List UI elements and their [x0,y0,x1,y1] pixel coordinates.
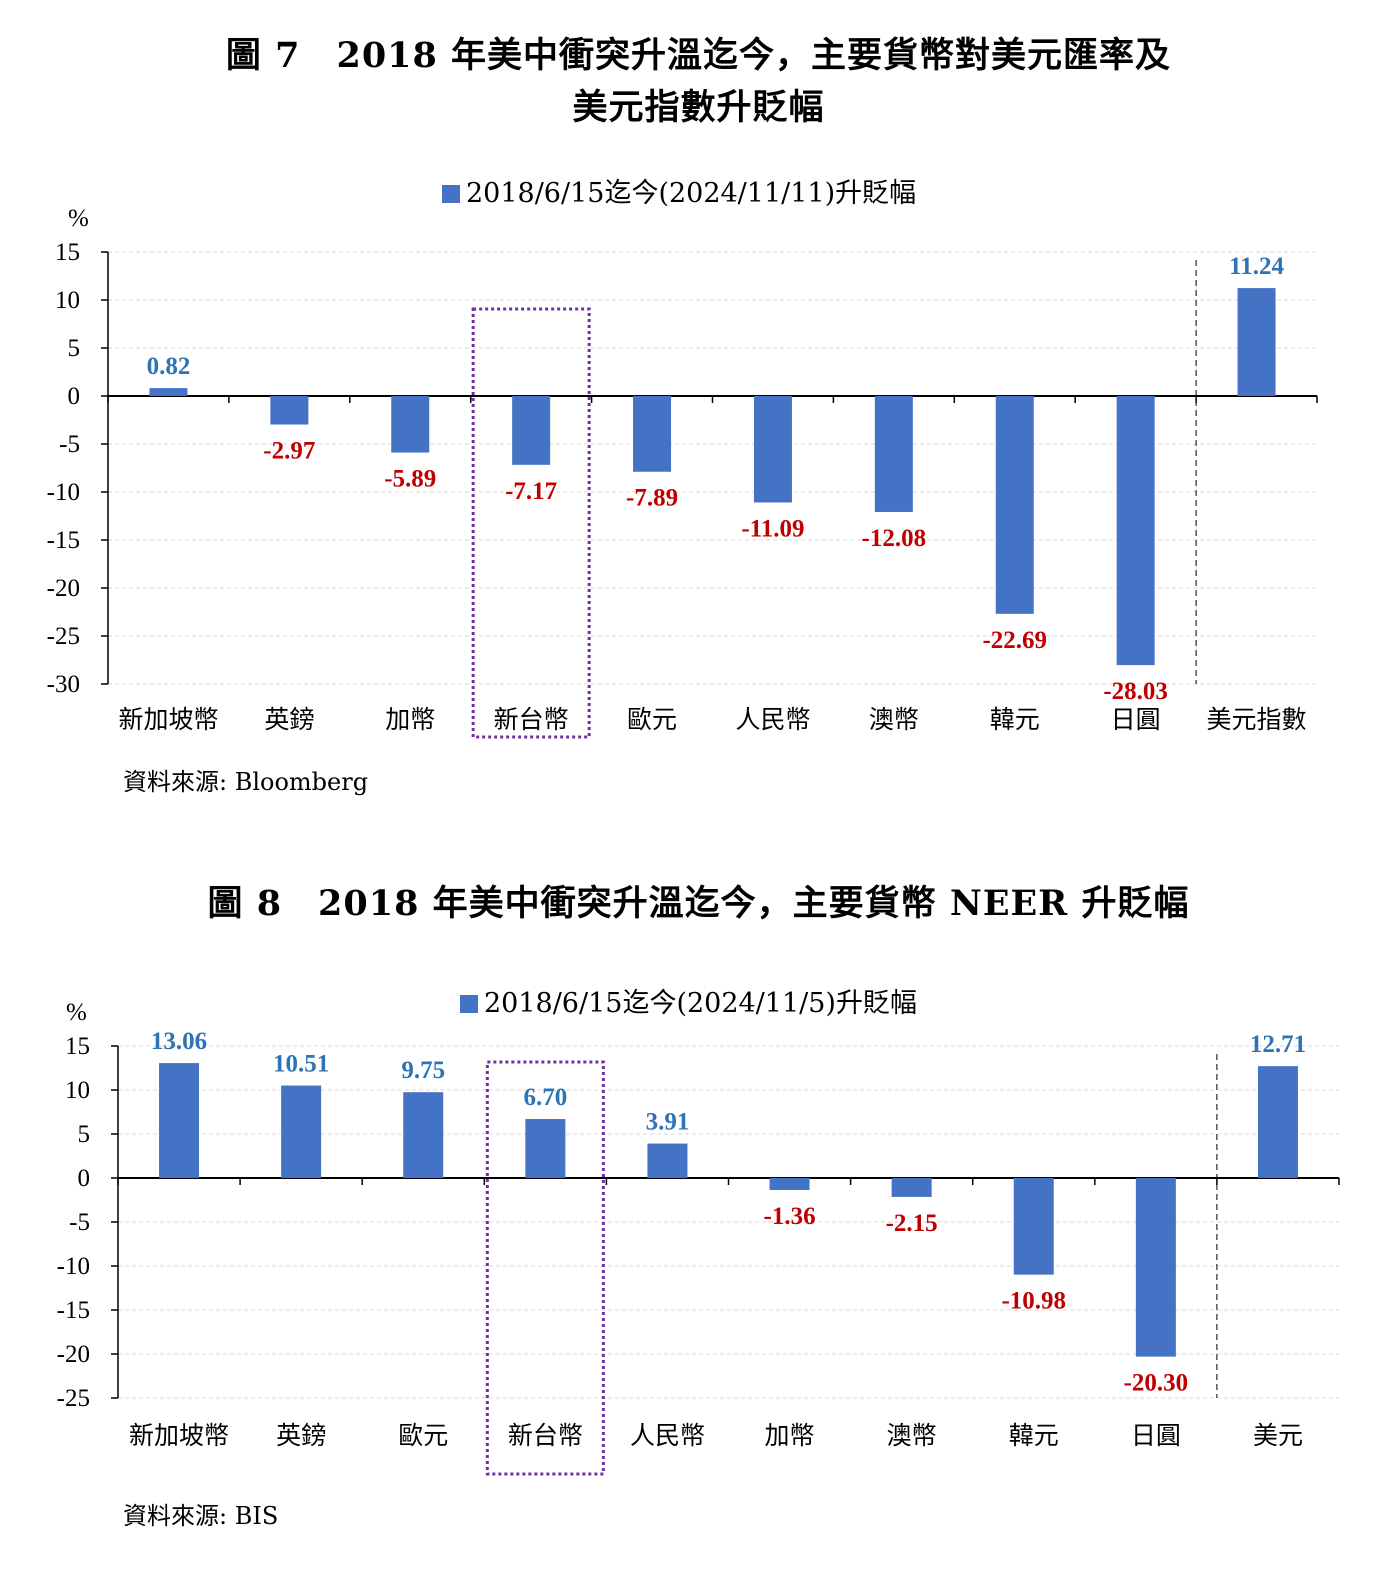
chart2-data-label: -10.98 [1001,1288,1066,1315]
chart2-category-label: 英鎊 [276,1421,326,1450]
chart2-y-tick-label: 15 [65,1033,90,1060]
figure-8-bar-chart: 2018/6/15迄今(2024/11/5)升貶幅% 15 10 5 0 -5 -10 -15… [57,988,1340,1476]
chart2-data-label: 10.51 [273,1051,329,1078]
figure-8-title: 圖 8 2018 年美中衝突升溫迄今，主要貨幣 NEER 升貶幅 [207,883,1190,924]
chart1-y-tick-label: 15 [55,239,80,266]
chart2-y-tick-label: -5 [69,1209,90,1236]
chart2-data-label: -20.30 [1124,1370,1189,1397]
chart1-y-unit-label: % [68,205,89,232]
chart2-category-label: 新加坡幣 [129,1421,229,1450]
chart1-y-tick-label: 10 [55,287,80,314]
chart2-bar [1135,1178,1176,1357]
chart1-y-tick-label: -25 [47,623,80,650]
figure-7-title-line-1: 圖 7 2018 年美中衝突升溫迄今，主要貨幣對美元匯率及 [225,35,1172,76]
chart1-bar [149,388,188,396]
chart2-bar [281,1085,322,1178]
figure-7-source-note: 資料來源: Bloomberg [123,768,369,796]
chart2-y-tick-label: -25 [57,1385,90,1412]
chart1-bar [1237,288,1276,396]
chart1-bar [270,396,309,425]
chart1-data-label: -7.89 [626,485,678,512]
chart1-bar [633,396,672,472]
chart2-data-label: 13.06 [151,1028,207,1055]
chart1-bar [995,396,1034,614]
chart1-category-label: 日圓 [1111,705,1161,734]
chart1-data-label: 0.82 [147,353,191,380]
chart2-category-label: 澳幣 [887,1421,937,1450]
chart1-bar [874,396,913,512]
chart1-data-label: -2.97 [263,438,315,465]
chart2-data-label: -1.36 [764,1203,816,1230]
chart1-data-label: -11.09 [741,515,804,542]
chart1-category-label: 新台幣 [494,705,569,734]
chart1-category-label: 歐元 [627,705,677,734]
chart1-bar [512,396,551,465]
chart2-y-tick-label: 0 [78,1165,91,1192]
chart1-data-label: -28.03 [1103,678,1168,705]
figure-8-source-note: 資料來源: BIS [123,1502,279,1530]
chart2-category-label: 加幣 [765,1421,815,1450]
chart1-y-tick-label: 5 [68,335,81,362]
chart1-legend-swatch [442,185,460,203]
chart1-highlight-box [471,307,591,739]
chart2-bar [891,1178,932,1197]
figure-7-bar-chart: 2018/6/15迄今(2024/11/11)升貶幅% 15 10 5 0 -5 -10 -1… [47,178,1318,739]
chart1-category-label: 英鎊 [264,705,314,734]
chart2-data-label: 9.75 [401,1057,445,1084]
chart1-category-label: 新加坡幣 [118,705,218,734]
chart2-bar [1013,1178,1054,1275]
chart2-y-tick-label: -10 [57,1253,90,1280]
chart1-data-label: -7.17 [505,478,557,505]
chart1-data-label: -5.89 [384,466,436,493]
chart2-category-label: 美元 [1253,1421,1303,1450]
chart2-data-label: 12.71 [1250,1031,1306,1058]
chart2-y-tick-label: 5 [78,1121,91,1148]
chart1-category-label: 韓元 [990,705,1040,734]
figure-7-title-line-2: 美元指數升貶幅 [572,87,825,128]
chart1-category-label: 美元指數 [1207,705,1307,734]
chart2-category-label: 人民幣 [630,1421,705,1450]
chart2-legend: 2018/6/15迄今(2024/11/5)升貶幅 [460,988,917,1019]
chart2-bar [159,1063,200,1178]
chart2-data-label: -2.15 [886,1210,938,1237]
chart2-legend-swatch [460,995,478,1013]
chart1-y-tick-label: 0 [68,383,81,410]
chart2-category-label: 新台幣 [508,1421,583,1450]
chart2-bar [1257,1066,1298,1178]
chart1-y-tick-label: -10 [47,479,80,506]
chart2-data-label: 6.70 [523,1084,567,1111]
chart2-category-label: 日圓 [1131,1421,1181,1450]
chart1-bar [391,396,430,453]
chart2-category-label: 韓元 [1009,1421,1059,1450]
chart1-y-tick-label: -30 [47,671,80,698]
chart1-category-label: 加幣 [385,705,435,734]
chart1-bar [1116,396,1155,666]
chart1-category-label: 澳幣 [869,705,919,734]
figure-7-title: 圖 7 2018 年美中衝突升溫迄今，主要貨幣對美元匯率及 美元指數升貶幅 [0,30,1397,134]
chart2-bar [525,1119,566,1178]
chart2-bar [647,1143,688,1178]
chart1-legend-label: 2018/6/15迄今(2024/11/11)升貶幅 [466,178,916,209]
chart2-y-tick-label: -15 [57,1297,90,1324]
chart2-y-tick-label: -20 [57,1341,90,1368]
chart1-data-label: -12.08 [862,525,927,552]
chart1-legend: 2018/6/15迄今(2024/11/11)升貶幅 [442,178,916,209]
chart1-y-tick-label: -5 [59,431,80,458]
chart2-category-label: 歐元 [398,1421,448,1450]
chart1-data-label: 11.24 [1229,253,1284,280]
chart1-y-tick-label: -15 [47,527,80,554]
chart2-legend-label: 2018/6/15迄今(2024/11/5)升貶幅 [484,988,917,1019]
chart2-y-unit-label: % [66,999,87,1026]
chart1-category-label: 人民幣 [735,705,810,734]
chart2-bar [403,1092,444,1178]
chart2-y-tick-label: 10 [65,1077,90,1104]
chart1-bar [753,396,792,503]
chart1-data-label: -22.69 [982,627,1047,654]
chart1-y-tick-label: -20 [47,575,80,602]
chart2-data-label: 3.91 [646,1109,690,1136]
chart2-bar [769,1178,810,1190]
